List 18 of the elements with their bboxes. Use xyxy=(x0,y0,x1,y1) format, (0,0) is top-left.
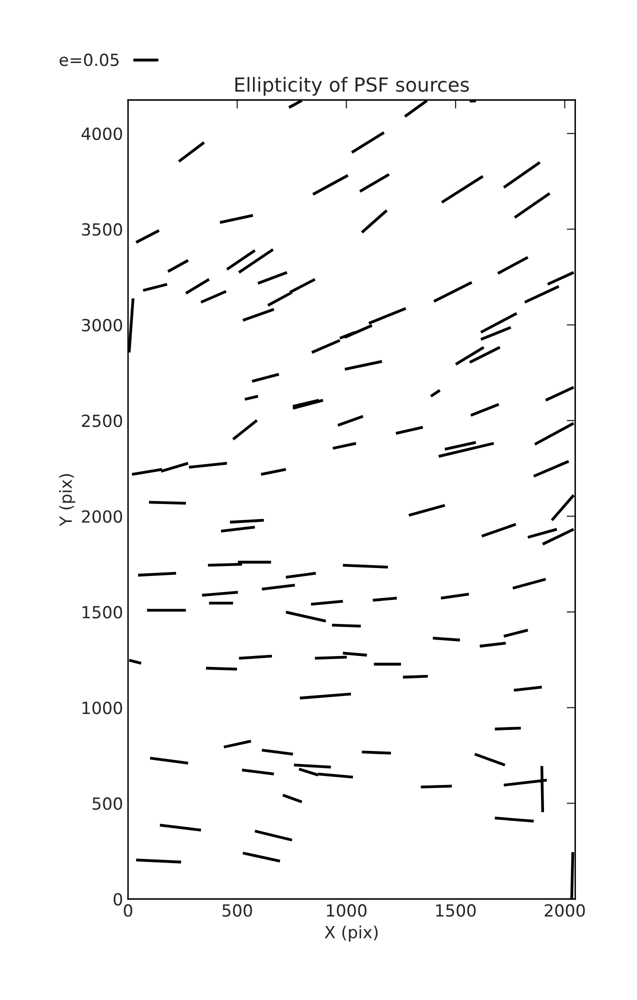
y-tick-label: 500 xyxy=(92,797,122,810)
y-tick-label: 2000 xyxy=(82,510,122,523)
x-tick-label: 1000 xyxy=(327,904,366,917)
x-tick-label: 1500 xyxy=(436,904,476,917)
legend-label: e=0.05 xyxy=(60,54,119,66)
y-tick-label: 4000 xyxy=(82,127,122,140)
x-tick-label: 500 xyxy=(222,904,252,917)
y-tick-label: 0 xyxy=(114,892,122,906)
chart-title: Ellipticity of PSF sources xyxy=(235,76,469,96)
x-tick-label: 2000 xyxy=(544,904,585,917)
y-tick-label: 3000 xyxy=(82,318,122,332)
y-tick-label: 1500 xyxy=(82,606,122,619)
y-tick-label: 3500 xyxy=(82,223,122,236)
y-axis-title: Y (pix) xyxy=(59,474,76,526)
x-axis-title: X (pix) xyxy=(324,926,378,942)
x-tick-label: 0 xyxy=(124,904,132,917)
y-tick-label: 2500 xyxy=(82,414,122,428)
y-tick-label: 1000 xyxy=(82,702,122,714)
